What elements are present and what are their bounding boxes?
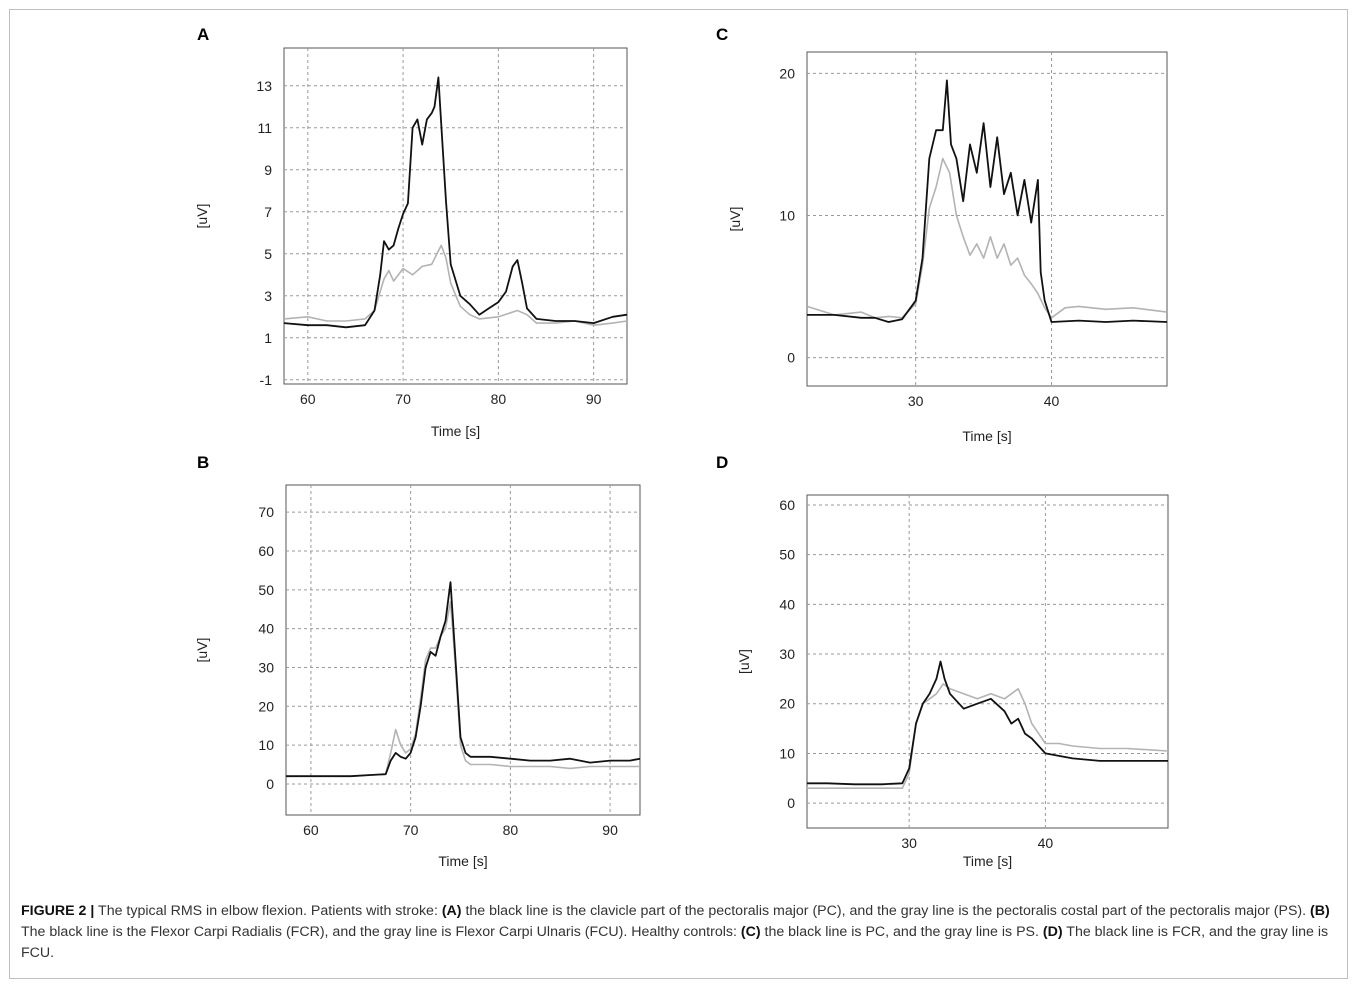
x-tick-label: 30 <box>901 835 917 851</box>
plot-area <box>806 51 1168 387</box>
series-line-gray <box>807 683 1169 790</box>
y-tick-label: 10 <box>779 745 795 761</box>
y-tick-label: 3 <box>264 288 272 304</box>
y-tick-label: 10 <box>779 207 795 223</box>
series-line-black <box>807 79 1168 323</box>
caption-text: The black line is FCR, and the gray line… <box>21 924 1329 961</box>
y-tick-label: 40 <box>779 596 795 612</box>
x-tick-label: 70 <box>395 391 411 407</box>
x-tick-label: 90 <box>586 391 602 407</box>
y-tick-label: 60 <box>779 497 795 513</box>
x-tick-label: 40 <box>1038 835 1054 851</box>
y-tick-label: 0 <box>787 795 795 811</box>
x-tick-label: 80 <box>503 822 519 838</box>
caption-panel-ref: (B) <box>1310 903 1330 919</box>
panel-letter: C <box>716 25 728 44</box>
plot-area <box>285 484 641 816</box>
y-tick-label: -1 <box>260 372 273 388</box>
x-tick-label: 60 <box>300 391 316 407</box>
chart-panel-b: B 60 70 80 90 0 10 20 30 40 50 60 70 Time [s] [uV] <box>194 453 641 869</box>
y-tick-label: 60 <box>258 543 274 559</box>
y-tick-label: 70 <box>258 504 274 520</box>
panel-letter: A <box>197 25 209 44</box>
series-line-black <box>286 581 641 778</box>
y-tick-label: 5 <box>264 246 272 262</box>
y-tick-label: 0 <box>266 776 274 792</box>
plot-area <box>806 494 1169 829</box>
y-tick-label: 40 <box>258 621 274 637</box>
y-tick-label: 50 <box>258 582 274 598</box>
y-axis-label: [uV] <box>736 649 752 674</box>
series-line-black <box>283 76 628 329</box>
x-axis-label: Time [s] <box>431 423 480 439</box>
caption-panel-ref: (C) <box>740 924 761 940</box>
caption-text: the black line is PC, and the gray line … <box>760 924 1043 940</box>
y-tick-label: 20 <box>779 696 795 712</box>
x-axis-label: Time [s] <box>962 428 1011 444</box>
x-tick-label: 40 <box>1044 393 1060 409</box>
caption-panel-ref: (A) <box>441 903 462 919</box>
caption-panel-ref: (D) <box>1042 924 1063 940</box>
y-tick-label: 13 <box>256 78 272 94</box>
panel-letter: B <box>197 453 209 472</box>
x-tick-label: 70 <box>403 822 419 838</box>
figure-caption: FIGURE 2 | The typical RMS in elbow flex… <box>21 901 1337 964</box>
x-tick-label: 30 <box>908 393 924 409</box>
y-tick-label: 20 <box>258 698 274 714</box>
y-tick-label: 11 <box>257 120 272 136</box>
chart-panel-c: C 30 40 0 10 20 Time [s] [uV] <box>716 25 1168 444</box>
x-axis-label: Time [s] <box>963 853 1012 869</box>
y-tick-label: 20 <box>779 65 795 81</box>
figure-label: FIGURE 2 | <box>21 903 95 919</box>
y-axis-label: [uV] <box>194 638 210 663</box>
y-tick-label: 7 <box>264 204 272 220</box>
series-line-gray <box>283 244 628 327</box>
series-line-black <box>807 660 1168 786</box>
plot-area <box>283 47 628 385</box>
chart-panel-d: D 30 40 0 10 20 30 40 50 60 Time [s] [uV] <box>716 453 1169 869</box>
panel-letter: D <box>716 453 728 472</box>
y-tick-label: 1 <box>264 330 272 346</box>
y-tick-label: 30 <box>779 646 795 662</box>
x-tick-label: 60 <box>303 822 319 838</box>
y-tick-label: 0 <box>787 350 795 366</box>
y-axis-label: [uV] <box>727 207 743 232</box>
caption-body: The typical RMS in elbow flexion. Patien… <box>21 903 1330 961</box>
y-tick-label: 9 <box>264 162 272 178</box>
figure-frame <box>9 9 1348 979</box>
caption-text: The typical RMS in elbow flexion. Patien… <box>94 903 442 919</box>
x-tick-label: 80 <box>491 391 507 407</box>
caption-text: The black line is the Flexor Carpi Radia… <box>21 924 741 940</box>
y-tick-label: 30 <box>258 659 274 675</box>
x-tick-label: 90 <box>602 822 618 838</box>
y-axis-label: [uV] <box>194 204 210 229</box>
y-tick-label: 10 <box>258 737 274 753</box>
x-axis-label: Time [s] <box>438 853 487 869</box>
y-tick-label: 50 <box>779 547 795 563</box>
caption-text: the black line is the clavicle part of t… <box>461 903 1311 919</box>
